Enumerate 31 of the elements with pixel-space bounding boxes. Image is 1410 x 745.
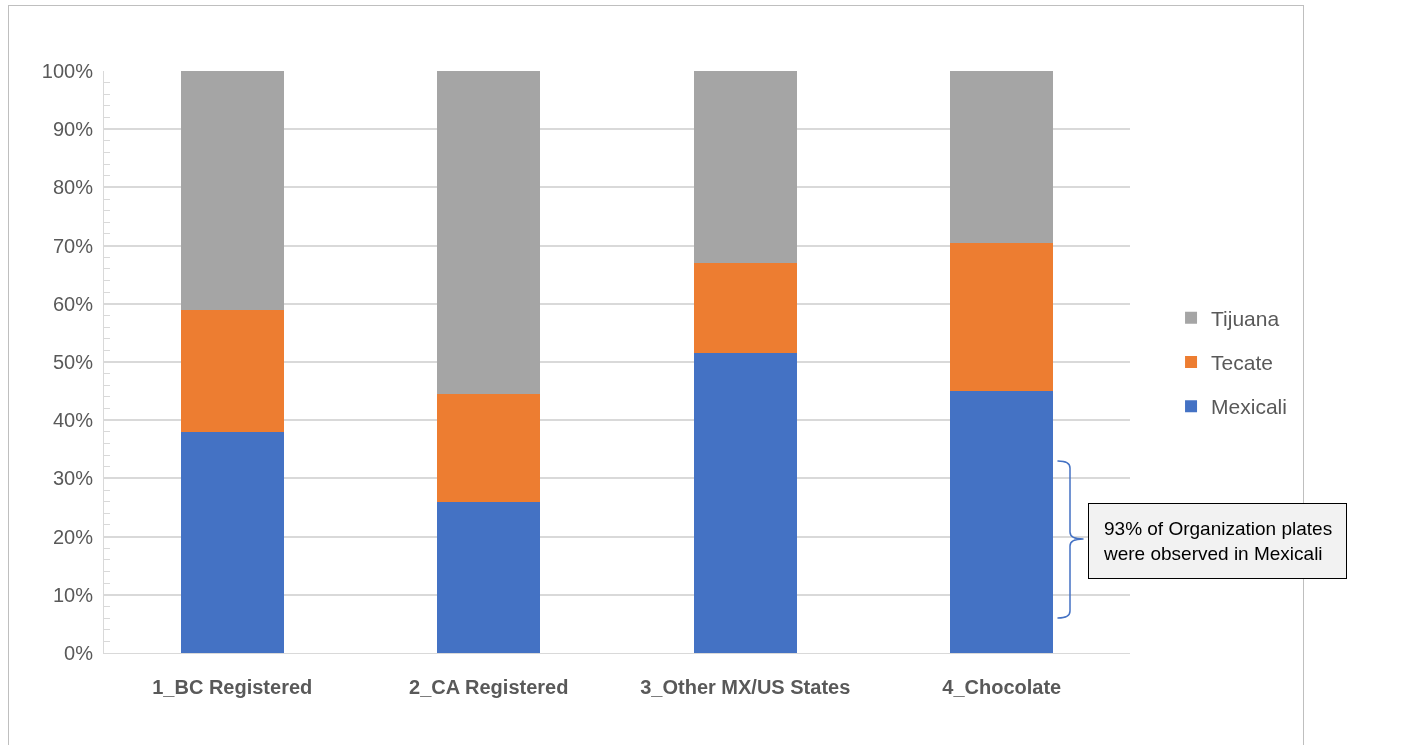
bar: [437, 71, 541, 395]
bar: [950, 242, 1054, 392]
bar: [693, 71, 797, 264]
y-tick-label: 50%: [52, 351, 94, 373]
y-tick-label: 80%: [52, 176, 94, 199]
x-tick-label: 1_BC Registered: [152, 676, 313, 698]
bar: [693, 353, 797, 653]
legend-label: Tijuana: [1211, 306, 1280, 330]
bar: [950, 391, 1054, 653]
y-tick-label: 40%: [52, 409, 94, 432]
legend-label: Tecate: [1211, 351, 1273, 375]
y-tick-label: 20%: [52, 525, 94, 548]
y-tick-label: 90%: [52, 118, 94, 141]
y-tick-label: 10%: [52, 583, 94, 606]
y-tick-label: 70%: [52, 234, 94, 257]
legend-label: Mexicali: [1211, 395, 1287, 419]
bar: [180, 309, 284, 432]
x-tick-label: 3_Other MX/US States: [640, 676, 851, 698]
y-tick-label: 30%: [52, 467, 94, 490]
y-tick-label: 60%: [52, 292, 94, 315]
x-tick-label: 2_CA Registered: [409, 676, 569, 698]
y-tick-label: 0%: [64, 642, 94, 664]
bar: [180, 431, 284, 653]
bar: [437, 394, 541, 502]
annotation: 93% of Organization plates were observed in Mexicali: [1103, 518, 1333, 564]
bar: [180, 71, 284, 310]
y-tick-label: 100%: [41, 60, 94, 82]
x-tick-label: 4_Chocolate: [942, 676, 1062, 698]
bar: [693, 263, 797, 354]
bar: [950, 71, 1054, 243]
bar: [437, 501, 541, 653]
